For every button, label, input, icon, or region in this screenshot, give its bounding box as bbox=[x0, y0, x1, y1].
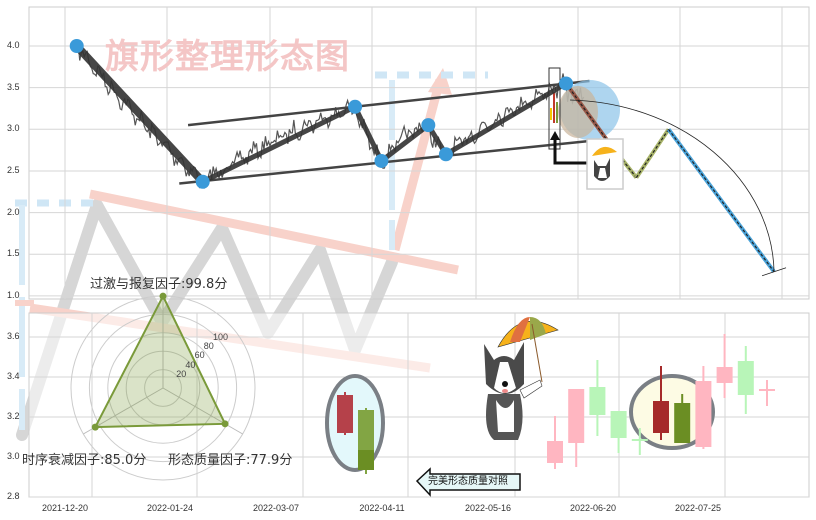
watermark-pink-line-upper bbox=[89, 189, 459, 275]
radar-ring-label: 60 bbox=[194, 350, 205, 361]
bottom-y-tick-label: 3.6 bbox=[7, 331, 20, 341]
radar-chart bbox=[70, 292, 256, 481]
thumbnail-dog-face bbox=[598, 168, 607, 178]
thumbnail-umbrella bbox=[592, 146, 617, 156]
pointer-arrowhead bbox=[550, 131, 560, 140]
x-tick-label: 2022-01-24 bbox=[146, 503, 194, 513]
price-line bbox=[76, 42, 585, 189]
dog-face-blaze bbox=[494, 362, 516, 393]
pivot-point bbox=[348, 99, 363, 114]
pointer-arrow bbox=[553, 138, 588, 165]
dog-paw bbox=[519, 379, 543, 399]
top-chart-grid bbox=[28, 6, 810, 300]
candle-body bbox=[759, 389, 775, 391]
radar-point bbox=[221, 420, 229, 428]
channel-upper-line bbox=[187, 79, 590, 127]
reference-candle-bear-dark bbox=[358, 450, 374, 470]
radar-area bbox=[93, 293, 227, 429]
radar-axis bbox=[162, 387, 243, 435]
top-y-tick-label: 1.5 bbox=[7, 248, 20, 259]
umbrella-panel bbox=[510, 317, 530, 342]
dog-nose bbox=[502, 381, 508, 387]
bottom-y-tick-label: 3.0 bbox=[7, 451, 20, 461]
watermark-title: 旗形整理形态图 bbox=[105, 37, 350, 77]
radar-label-pattern-quality: 形态质量因子:77.9分 bbox=[168, 453, 293, 468]
pivot-segment bbox=[378, 122, 431, 164]
pivot-point bbox=[438, 147, 453, 162]
pivot-point bbox=[195, 174, 210, 189]
candlestick-series bbox=[325, 334, 775, 474]
top-y-tick-label: 3.0 bbox=[7, 123, 20, 134]
target-tick bbox=[761, 267, 787, 277]
projection-segment bbox=[634, 128, 671, 179]
candle-body bbox=[610, 411, 627, 438]
top-y-tick-label: 4.0 bbox=[7, 40, 20, 50]
x-tick-label: 2022-04-11 bbox=[359, 503, 405, 513]
dog-thumbnail-frame bbox=[586, 138, 624, 190]
radar-label-time-decay: 时序衰减因子:85.0分 bbox=[22, 453, 147, 468]
highlight-overlay bbox=[558, 86, 598, 138]
top-y-tick-label: 2.5 bbox=[7, 164, 20, 175]
pivot-point bbox=[374, 153, 389, 168]
pivot-segment bbox=[72, 42, 207, 186]
radar-ring-label: 100 bbox=[213, 332, 229, 342]
candle-body bbox=[674, 403, 691, 443]
pivot-segment bbox=[443, 80, 569, 157]
x-tick-label: 2022-07-25 bbox=[674, 503, 722, 513]
projection-dash bbox=[565, 83, 608, 141]
reference-ellipse bbox=[325, 374, 385, 472]
projection-arc bbox=[569, 99, 775, 272]
bottom-y-tick-label: 3.2 bbox=[7, 411, 20, 421]
dog-umbrella-illustration bbox=[484, 317, 559, 440]
radar-point bbox=[91, 423, 99, 431]
x-tick-label: 2022-03-07 bbox=[252, 503, 300, 513]
candle-body bbox=[653, 401, 669, 433]
radar-point bbox=[159, 292, 167, 300]
x-tick-label: 2022-05-16 bbox=[464, 503, 512, 513]
highlight-ellipse bbox=[629, 374, 715, 450]
bottom-y-tick-label: 3.4 bbox=[7, 371, 20, 381]
bottom-y-tick-label: 2.8 bbox=[7, 491, 20, 501]
dog-chest bbox=[496, 400, 514, 432]
pivot-segment bbox=[352, 104, 384, 164]
top-plot-frame bbox=[28, 6, 810, 300]
candle-body bbox=[568, 389, 585, 443]
radar-ring-label: 80 bbox=[203, 341, 214, 352]
radar-label-overreaction: 过激与报复因子:99.8分 bbox=[90, 277, 228, 292]
perfect-pattern-compare-button[interactable] bbox=[415, 467, 521, 497]
umbrella-stick bbox=[531, 323, 543, 383]
watermark-pink-arrowhead bbox=[428, 68, 452, 95]
radar-ring-label: 40 bbox=[185, 359, 196, 370]
candle-body bbox=[737, 361, 754, 395]
pivot-segment bbox=[200, 104, 358, 185]
candle-body bbox=[589, 387, 606, 415]
reference-candle-bull-body bbox=[337, 395, 353, 433]
top-y-tick-label: 1.0 bbox=[7, 289, 20, 300]
radar-ring-label: 20 bbox=[176, 368, 187, 379]
x-tick-label: 2021-12-20 bbox=[41, 503, 89, 513]
candle-body bbox=[631, 439, 648, 441]
x-tick-label: 2022-06-20 bbox=[569, 503, 617, 513]
watermark-pink-arrow bbox=[390, 78, 445, 252]
top-chart-series bbox=[69, 39, 787, 277]
callout-label[interactable]: 完美形态质量对照 bbox=[428, 476, 508, 487]
candle-body bbox=[695, 381, 712, 447]
pivot-point bbox=[421, 118, 436, 133]
dog-tongue bbox=[502, 389, 508, 393]
candle-body bbox=[547, 441, 563, 463]
projection-dash bbox=[668, 128, 775, 273]
pivot-point bbox=[69, 39, 84, 53]
pivot-point bbox=[559, 76, 574, 91]
top-y-tick-label: 3.5 bbox=[7, 81, 20, 92]
top-y-tick-label: 2.0 bbox=[7, 206, 20, 217]
candle-body bbox=[716, 367, 733, 383]
